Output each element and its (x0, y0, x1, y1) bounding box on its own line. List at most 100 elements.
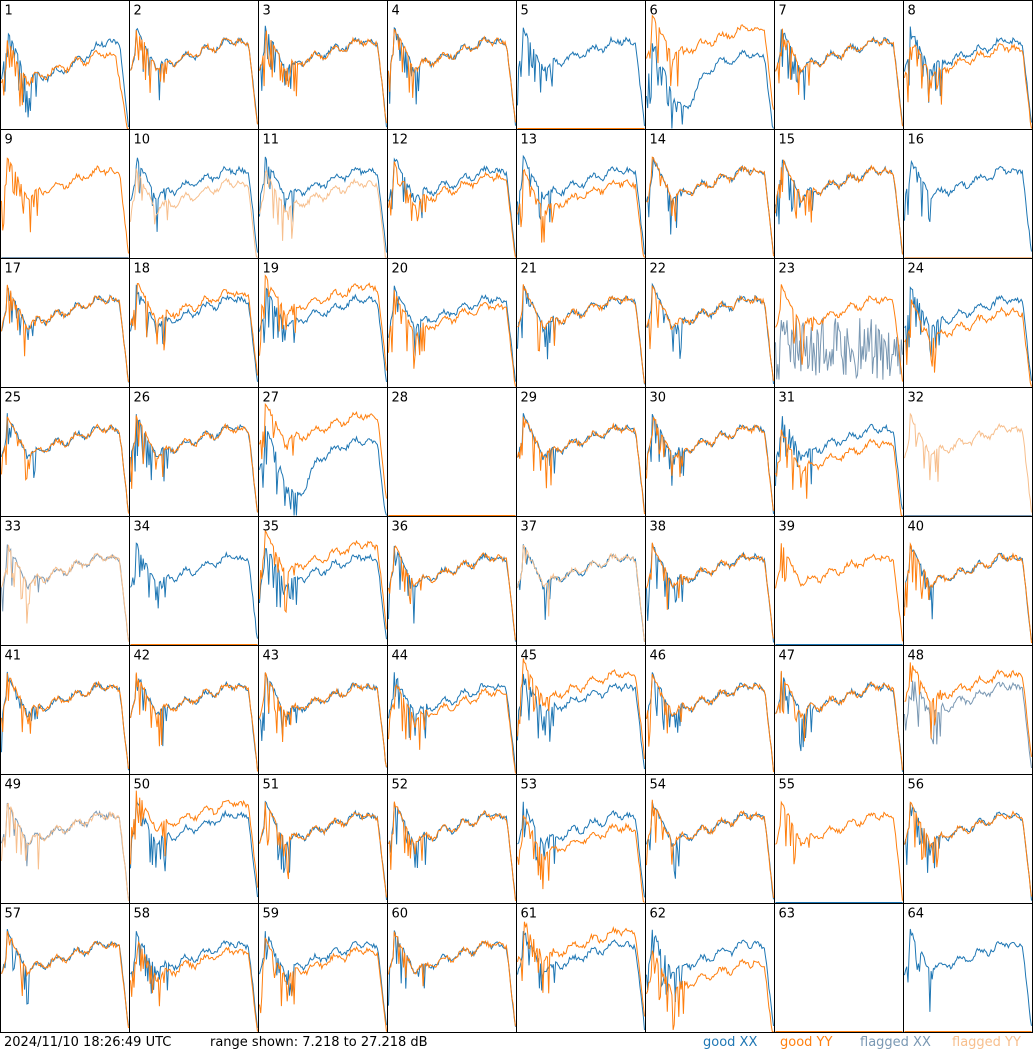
tile-label: 28 (392, 391, 409, 406)
series-yy-line (259, 672, 387, 768)
tile-32: 32 (903, 387, 1033, 517)
series-yy-line (646, 14, 774, 110)
series-xx-line (388, 26, 516, 126)
tile-label: 63 (779, 907, 796, 922)
series-xx-line (646, 43, 774, 129)
tile-label: 43 (263, 649, 280, 664)
tile-label: 62 (650, 907, 667, 922)
tile-label: 47 (779, 649, 796, 664)
tile-frame (129, 516, 259, 646)
tile-label: 36 (392, 520, 409, 535)
tile-48: 48 (903, 645, 1033, 775)
tile-label: 42 (134, 649, 151, 664)
series-yy-line (1, 802, 129, 901)
series-yy-line (130, 30, 258, 125)
tile-label: 56 (908, 778, 925, 793)
tile-28: 28 (387, 387, 517, 517)
tile-45: 45 (516, 645, 646, 775)
tile-11: 11 (258, 129, 388, 259)
series-xx-line (130, 414, 258, 513)
tile-frame (774, 516, 904, 646)
tile-58: 58 (129, 903, 259, 1033)
tile-label: 17 (5, 262, 22, 277)
series-yy-line (388, 28, 516, 123)
tile-20: 20 (387, 258, 517, 388)
tile-frame (903, 0, 1033, 130)
tile-frame (258, 0, 388, 130)
series-yy-line (388, 161, 516, 258)
tile-frame (645, 774, 775, 904)
tile-frame (129, 258, 259, 388)
tile-frame (645, 258, 775, 388)
tile-frame (516, 258, 646, 388)
tile-frame (258, 129, 388, 259)
tile-44: 44 (387, 645, 517, 775)
tile-label: 29 (521, 391, 538, 406)
tile-15: 15 (774, 129, 904, 259)
series-yy-line (388, 801, 516, 901)
tile-frame (903, 903, 1033, 1033)
series-yy-line (775, 800, 903, 901)
tile-36: 36 (387, 516, 517, 646)
tile-49: 49 (0, 774, 130, 904)
series-xx-line (904, 286, 1032, 381)
tile-label: 31 (779, 391, 796, 406)
series-xx-line (517, 154, 645, 255)
tile-53: 53 (516, 774, 646, 904)
tile-frame (258, 903, 388, 1033)
series-yy-line (517, 416, 645, 515)
series-xx-line (130, 157, 258, 253)
series-xx-line (130, 542, 258, 639)
tile-label: 40 (908, 520, 925, 535)
series-yy-line (130, 940, 258, 1032)
series-xx-line (259, 548, 387, 640)
tile-17: 17 (0, 258, 130, 388)
tile-label: 38 (650, 520, 667, 535)
tile-label: 52 (392, 778, 409, 793)
tile-23: 23 (774, 258, 904, 388)
tile-frame (516, 645, 646, 775)
tile-frame (774, 129, 904, 259)
tile-27: 27 (258, 387, 388, 517)
series-yy-line (259, 801, 387, 898)
series-yy-line (646, 673, 774, 773)
series-yy-line (775, 28, 903, 127)
series-yy-line (259, 30, 387, 124)
tile-frame (645, 645, 775, 775)
series-xx-line (259, 425, 387, 516)
tile-frame (129, 645, 259, 775)
series-yy-line (775, 159, 903, 255)
tile-frame (0, 387, 130, 517)
tile-51: 51 (258, 774, 388, 904)
series-xx-line (130, 284, 258, 382)
tile-1: 1 (0, 0, 130, 130)
tile-label: 14 (650, 133, 667, 148)
tile-label: 61 (521, 907, 538, 922)
tile-label: 11 (263, 133, 280, 148)
tile-label: 58 (134, 907, 151, 922)
tile-frame (387, 903, 517, 1033)
tile-2: 2 (129, 0, 259, 130)
tile-label: 24 (908, 262, 925, 277)
tile-label: 26 (134, 391, 151, 406)
tile-26: 26 (129, 387, 259, 517)
series-yy-line (1, 673, 129, 769)
tile-label: 33 (5, 520, 22, 535)
tile-frame (774, 774, 904, 904)
series-yy-line (904, 299, 1032, 387)
tile-4: 4 (387, 0, 517, 130)
tile-18: 18 (129, 258, 259, 388)
tile-frame (387, 0, 517, 130)
tile-24: 24 (903, 258, 1033, 388)
tile-54: 54 (645, 774, 775, 904)
tile-label: 44 (392, 649, 409, 664)
series-yy-line (1, 284, 129, 383)
tile-29: 29 (516, 387, 646, 517)
tile-label: 46 (650, 649, 667, 664)
tile-label: 45 (521, 649, 538, 664)
tile-frame (258, 645, 388, 775)
tile-frame (774, 0, 904, 130)
tile-label: 60 (392, 907, 409, 922)
tile-label: 59 (263, 907, 280, 922)
tile-frame (645, 387, 775, 517)
